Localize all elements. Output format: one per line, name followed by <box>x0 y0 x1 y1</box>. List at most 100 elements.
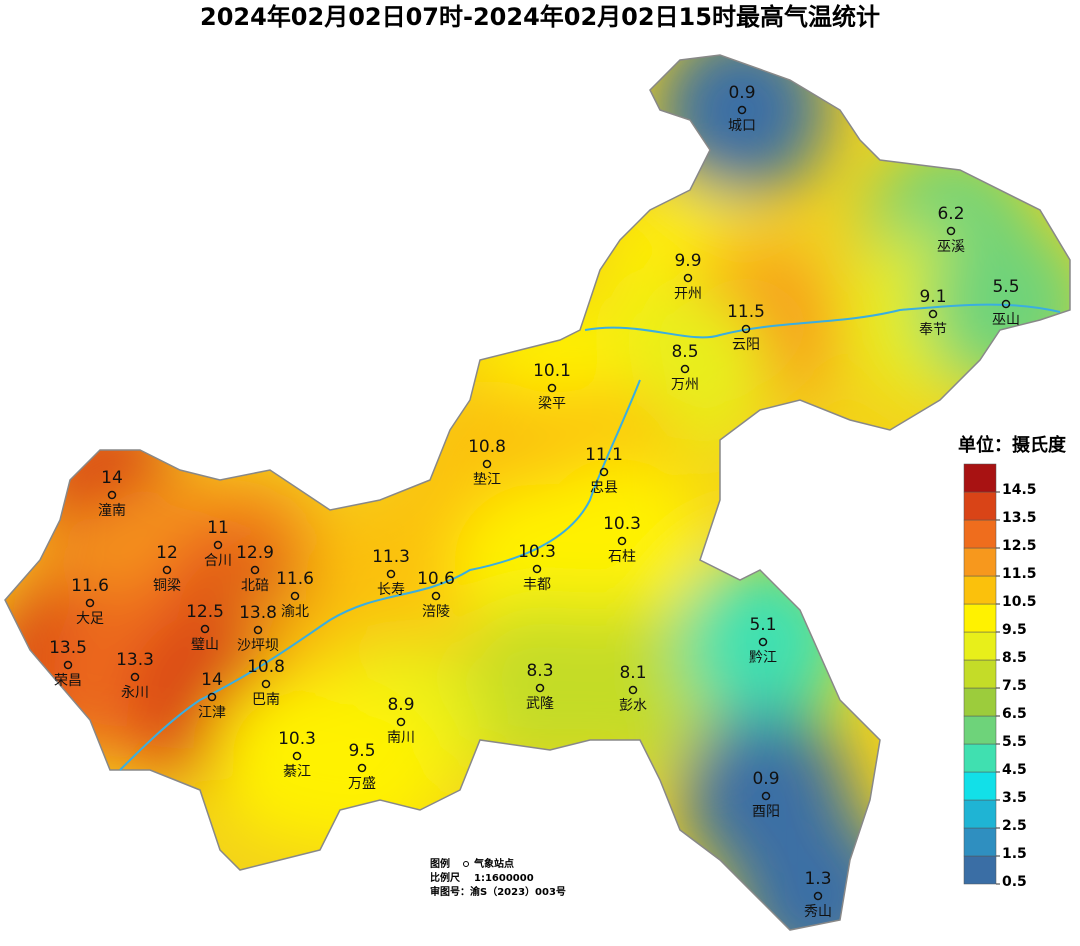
colorbar-tick-label: 6.5 <box>1002 706 1027 722</box>
station-value: 12.5 <box>186 602 224 622</box>
station-name: 秀山 <box>804 904 832 920</box>
colorbar-tick-label: 2.5 <box>1002 818 1027 834</box>
colorbar-band <box>963 575 997 605</box>
station-value: 5.5 <box>992 277 1019 297</box>
station-value: 6.2 <box>937 204 964 224</box>
colorbar-band <box>963 687 997 717</box>
station-value: 11 <box>207 518 229 538</box>
station-marker <box>85 598 95 608</box>
colorbar-band <box>963 855 997 885</box>
station-value: 11.5 <box>727 302 765 322</box>
symbol-label: 图例 <box>430 857 450 870</box>
station-name: 大足 <box>76 611 104 627</box>
colorbar-band <box>963 799 997 829</box>
station-value: 9.1 <box>919 287 946 307</box>
station-name: 荣昌 <box>54 673 82 689</box>
station-marker <box>207 692 217 702</box>
station-value: 13.5 <box>49 638 87 658</box>
station-marker <box>683 273 693 283</box>
station-name: 酉阳 <box>752 804 780 820</box>
station-name: 黔江 <box>749 650 777 666</box>
colorbar-band <box>963 547 997 577</box>
station-marker <box>547 383 557 393</box>
station-value: 12.9 <box>236 543 274 563</box>
station-marker <box>1001 299 1011 309</box>
station-value: 8.1 <box>619 663 646 683</box>
station-marker <box>431 591 441 601</box>
station-value: 13.3 <box>116 650 154 670</box>
temperature-blob <box>452 484 622 654</box>
station-marker <box>396 717 406 727</box>
station-marker <box>737 105 747 115</box>
station-marker <box>200 624 210 634</box>
station-marker <box>928 309 938 319</box>
station-value: 10.3 <box>603 514 641 534</box>
colorbar-band <box>963 463 997 493</box>
river <box>119 303 1061 771</box>
colorbar-tick-label: 11.5 <box>1002 566 1037 582</box>
station-value: 10.1 <box>533 361 571 381</box>
station-marker <box>162 565 172 575</box>
station-marker <box>250 565 260 575</box>
station-name: 万州 <box>671 377 699 393</box>
station-marker <box>532 564 542 574</box>
station-value: 10.3 <box>518 542 556 562</box>
station-value: 11.6 <box>276 569 314 589</box>
station-marker <box>535 683 545 693</box>
station-marker <box>758 637 768 647</box>
station-name: 开州 <box>674 286 702 302</box>
station-marker <box>290 591 300 601</box>
legend: 0.5 1.5 2.5 3.5 4.5 5.5 6.5 7.5 8.5 9.5 10.5 11.5 12… <box>963 463 1037 890</box>
title: 2024年02月02日07时-2024年02月02日15时最高气温统计 <box>200 3 880 31</box>
temperature-blob <box>548 605 718 775</box>
station-name: 南川 <box>387 730 415 746</box>
station-value: 11.1 <box>585 445 623 465</box>
colorbar-band <box>963 631 997 661</box>
station-name: 铜梁 <box>153 578 181 594</box>
station-value: 8.5 <box>671 342 698 362</box>
station-name: 垫江 <box>473 472 501 488</box>
station-value: 10.6 <box>417 569 455 589</box>
station-value: 10.3 <box>278 729 316 749</box>
station-value: 11.3 <box>372 547 410 567</box>
station-marker <box>357 763 367 773</box>
station-name: 巴南 <box>252 692 280 708</box>
colorbar-tick-label: 3.5 <box>1002 790 1027 806</box>
station-marker <box>599 467 609 477</box>
station-marker <box>617 536 627 546</box>
temperature-blob <box>657 55 827 195</box>
colorbar-tick-label: 13.5 <box>1002 510 1037 526</box>
station-name: 合川 <box>204 553 232 569</box>
station-name: 奉节 <box>919 322 947 338</box>
station-name: 巫山 <box>992 312 1020 328</box>
review-no: 审图号：渝S（2023）003号 <box>430 885 566 898</box>
station-value: 14 <box>101 468 123 488</box>
station-name: 璧山 <box>191 636 219 653</box>
colorbar-band <box>963 715 997 745</box>
station-name: 北碚 <box>241 578 269 594</box>
station-marker <box>813 891 823 901</box>
colorbar-tick-label: 4.5 <box>1002 762 1027 778</box>
colorbar-band <box>963 771 997 801</box>
legend-unit: 单位：摄氏度 <box>958 434 1067 456</box>
station-name: 云阳 <box>732 337 760 353</box>
station-marker <box>680 364 690 374</box>
station-value: 10.8 <box>247 657 285 677</box>
colorbar-tick-label: 1.5 <box>1002 846 1027 862</box>
colorbar-tick-label: 8.5 <box>1002 650 1027 666</box>
station-value: 10.8 <box>468 437 506 457</box>
station-value: 8.3 <box>526 661 553 681</box>
station-value: 9.5 <box>348 741 375 761</box>
station-value: 1.3 <box>804 869 831 889</box>
colorbar-tick-label: 0.5 <box>1002 874 1027 890</box>
colorbar-band <box>963 743 997 773</box>
colorbar-band <box>963 603 997 633</box>
station-marker <box>292 751 302 761</box>
colorbar-tick-label: 10.5 <box>1002 594 1037 610</box>
station-marker <box>761 791 771 801</box>
station-value: 8.9 <box>387 695 414 715</box>
station-name: 江津 <box>198 705 226 721</box>
station-value: 13.8 <box>239 603 277 623</box>
station-name: 沙坪坝 <box>237 638 279 654</box>
